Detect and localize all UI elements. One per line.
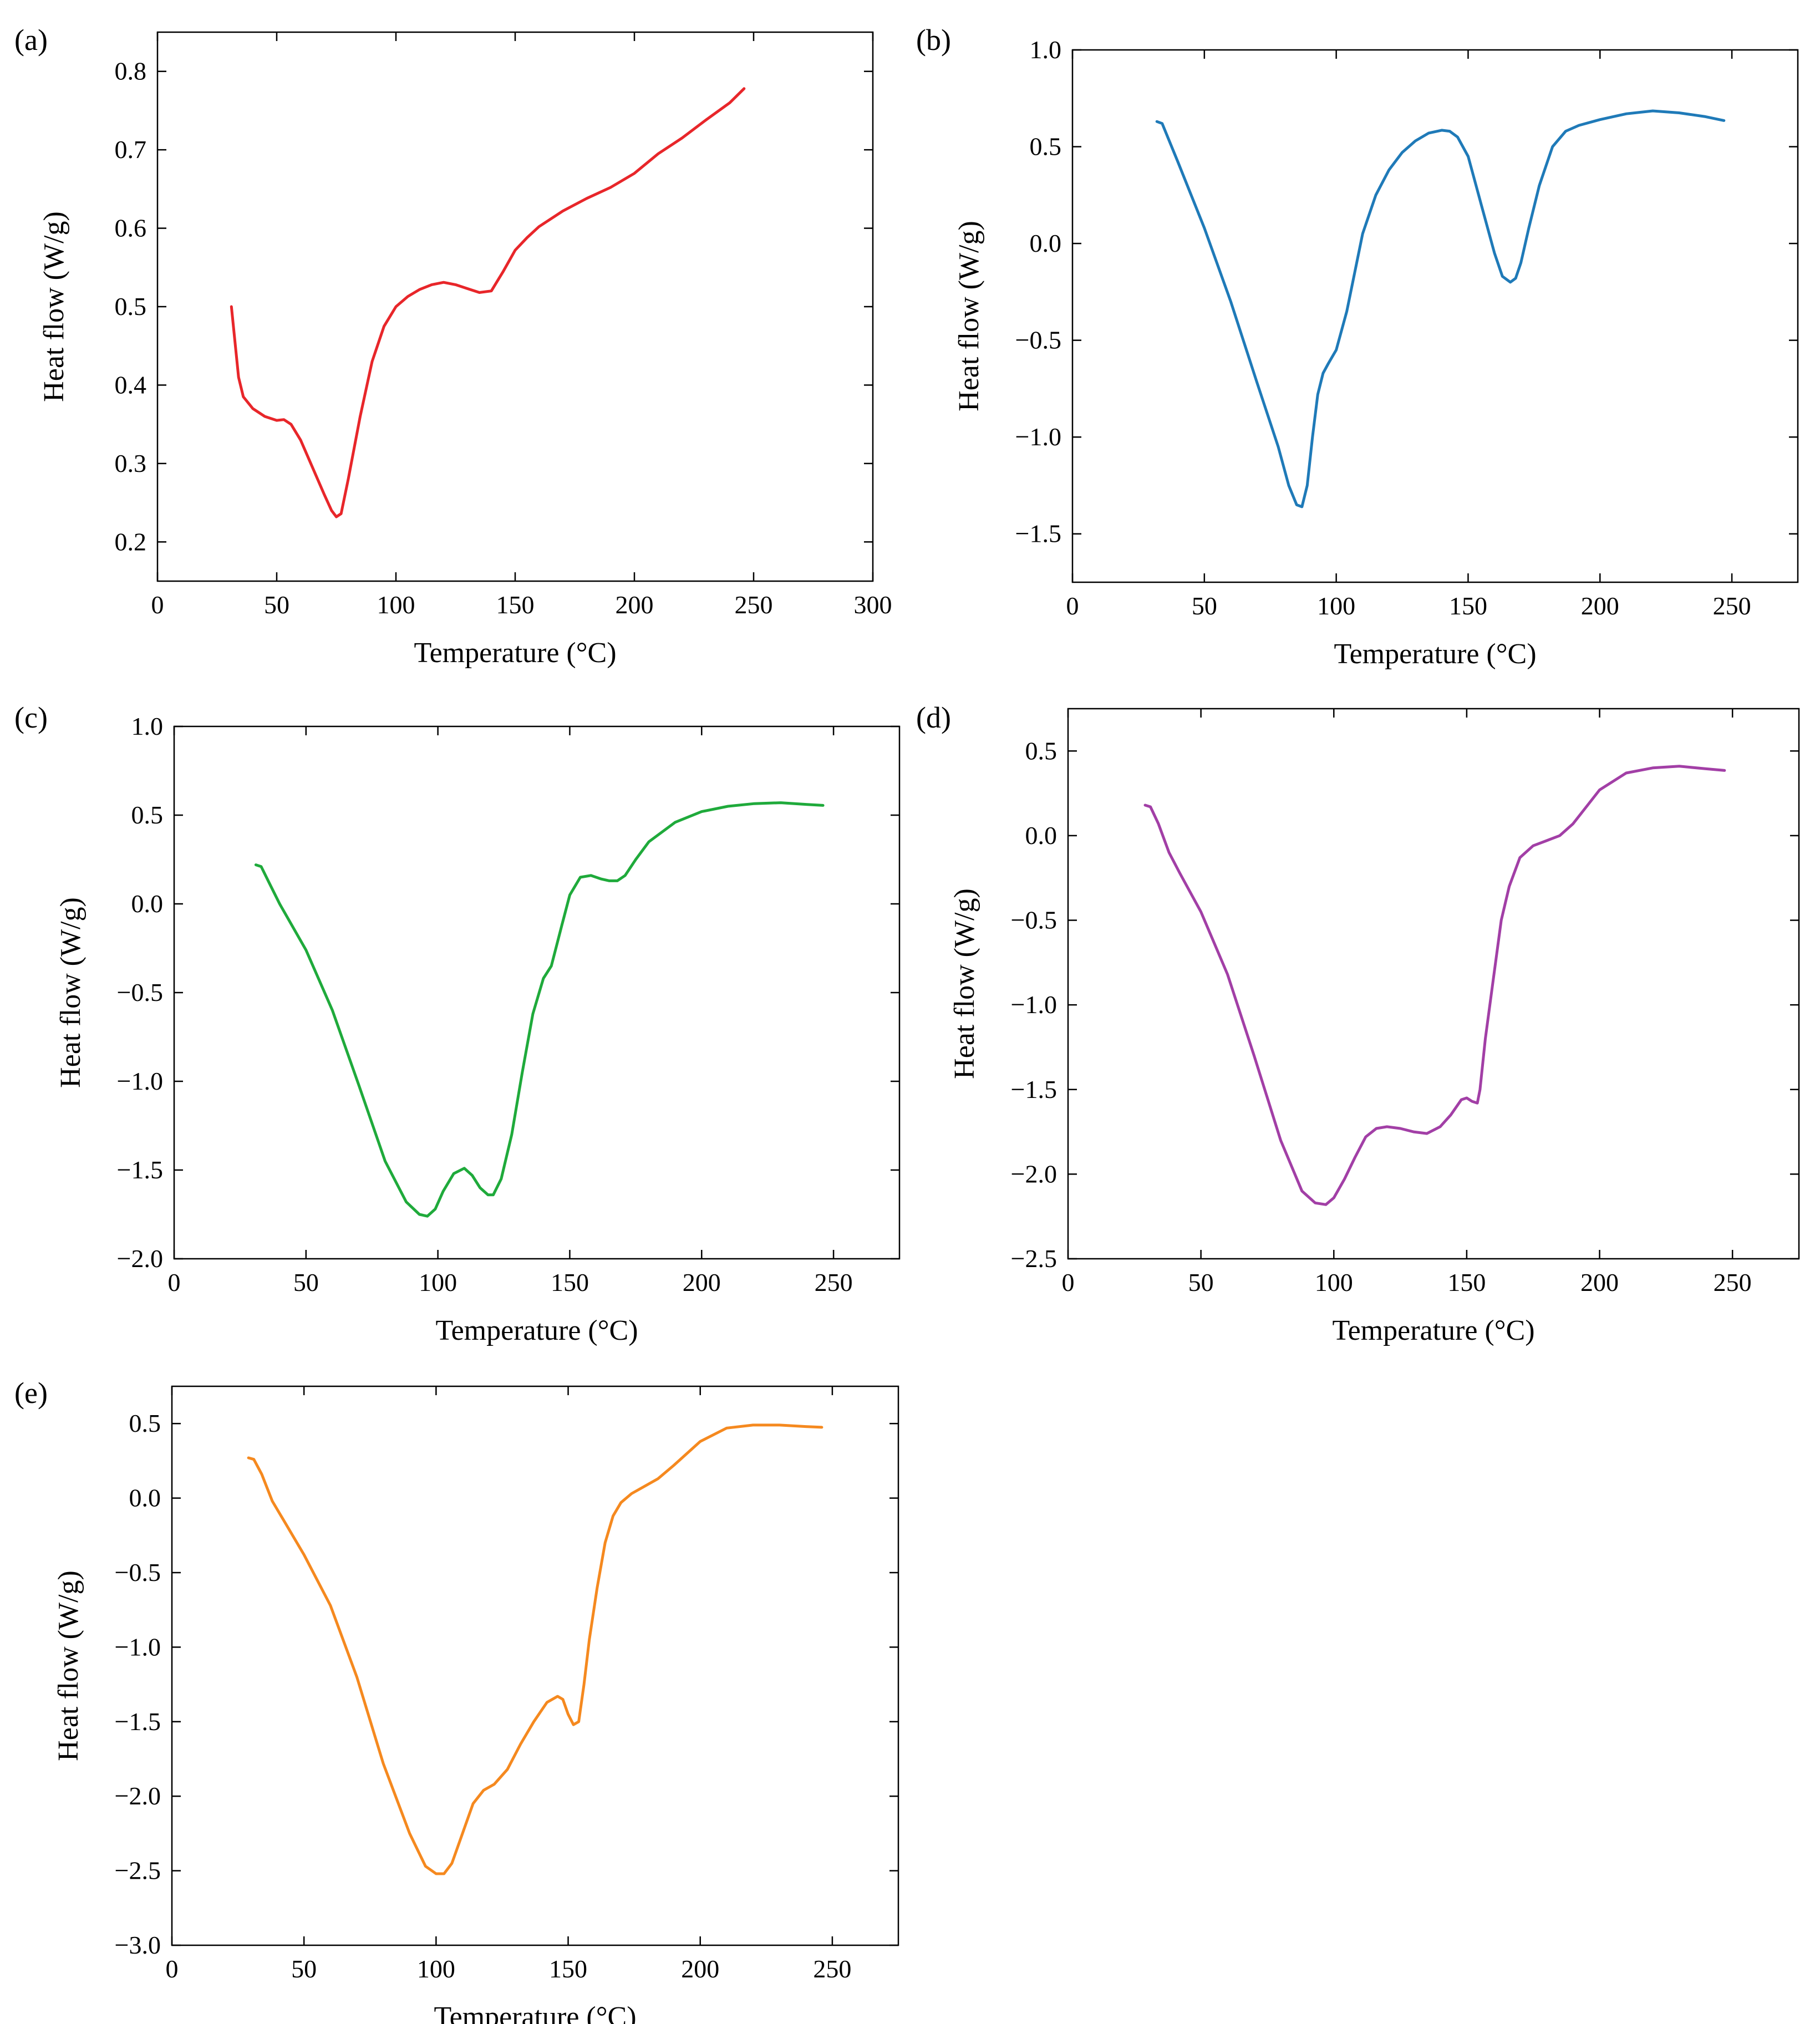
y-tick-label: 1.0 [1030,35,1062,64]
y-tick-label: 0.6 [115,214,147,242]
y-tick-label: 0.0 [1030,229,1062,257]
y-tick-label: −1.0 [115,1633,161,1661]
panel-label: (a) [14,23,48,57]
x-axis-title: Temperature (°C) [435,1315,638,1346]
x-tick-label: 100 [1315,1268,1353,1296]
series-line [247,1423,823,1875]
y-tick-label: 0.5 [131,801,164,829]
x-tick-label: 50 [1192,592,1217,620]
y-tick-label: 0.0 [129,1484,161,1512]
series-line [254,801,825,1218]
x-tick-label: 250 [813,1955,851,1983]
x-tick-label: 150 [549,1955,587,1983]
panel-label: (e) [14,1376,48,1410]
y-tick-label: −0.5 [1015,326,1061,354]
x-tick-label: 0 [166,1955,179,1983]
y-axis-title: Heat flow (W/g) [53,1570,84,1761]
y-tick-label: −1.0 [1011,990,1057,1019]
y-tick-label: −1.5 [117,1156,163,1184]
y-tick-label: −2.0 [1011,1160,1057,1188]
x-tick-label: 200 [1580,1268,1619,1296]
x-tick-label: 250 [1714,1268,1752,1296]
x-tick-label: 250 [1713,592,1751,620]
plot-frame [156,31,874,582]
panel-b: 0 50 100 150 200 250 −1.5 −1.0 −0.5 0.0 0.5 1.0 Temp… [916,23,1799,670]
series-line [230,87,746,518]
x-tick-label: 200 [683,1268,721,1296]
x-tick-label: 300 [854,591,892,619]
y-tick-label: 0.5 [1030,133,1062,161]
plot-frame [1067,708,1800,1260]
y-tick-label: −0.5 [115,1558,161,1586]
x-tick-label: 200 [1581,592,1619,620]
panel-e: 0 50 100 150 200 250 −3.0 −2.5 −2.0 −1.5 −1.0 −0.5 0… [14,1376,899,2024]
y-tick-label: −1.5 [1015,520,1061,548]
x-tick-label: 250 [735,591,773,619]
x-tick-label: 150 [496,591,535,619]
y-tick-label: 0.2 [115,527,147,556]
x-tick-label: 50 [1188,1268,1214,1296]
x-axis-title: Temperature (°C) [1332,1315,1534,1346]
x-tick-label: 50 [264,591,289,619]
x-tick-label: 100 [377,591,415,619]
plot-frame [1071,49,1799,583]
y-tick-label: −2.5 [115,1857,161,1885]
y-tick-label: 0.5 [129,1409,161,1437]
x-tick-label: 0 [1066,592,1079,620]
x-tick-label: 200 [616,591,654,619]
y-tick-label: −1.5 [1011,1075,1057,1103]
x-tick-label: 0 [1062,1268,1075,1296]
series-line [1155,109,1726,508]
x-tick-label: 250 [815,1268,853,1296]
x-tick-label: 50 [293,1268,319,1296]
y-tick-label: 0.0 [131,889,164,918]
y-tick-label: −1.0 [117,1067,163,1095]
y-tick-label: −1.0 [1015,423,1061,451]
plot-frame [173,725,901,1260]
x-tick-label: 50 [291,1955,317,1983]
y-tick-label: −2.5 [1011,1244,1057,1273]
y-axis-title: Heat flow (W/g) [38,211,70,402]
x-tick-label: 100 [419,1268,457,1296]
panel-label: (d) [916,701,951,734]
y-axis-title: Heat flow (W/g) [55,897,87,1088]
x-tick-label: 150 [551,1268,589,1296]
y-tick-label: 0.5 [115,292,147,321]
y-tick-label: −3.0 [115,1931,161,1959]
x-axis-title: Temperature (°C) [434,2001,636,2024]
panel-label: (b) [916,23,951,57]
y-tick-label: 0.5 [1025,736,1058,765]
x-axis-title: Temperature (°C) [1334,638,1536,670]
y-axis-title: Heat flow (W/g) [953,221,985,411]
panel-a: 0 50 100 150 200 250 300 0.2 0.3 0.4 0.5 0.6 0.7 0.8 T… [14,23,892,669]
y-tick-label: 0.0 [1025,821,1058,850]
y-tick-label: −2.0 [117,1244,163,1273]
x-tick-label: 150 [1447,1268,1486,1296]
x-tick-label: 150 [1449,592,1487,620]
y-tick-label: 0.3 [115,449,147,477]
y-axis-title: Heat flow (W/g) [949,888,980,1079]
y-tick-label: −1.5 [115,1707,161,1736]
x-tick-label: 100 [1317,592,1355,620]
y-tick-label: 0.8 [115,57,147,85]
y-tick-label: 0.7 [115,135,147,164]
x-tick-label: 100 [417,1955,455,1983]
panel-d: 0 50 100 150 200 250 −2.5 −2.0 −1.5 −1.0 −0.5 0.0 0.… [916,701,1800,1346]
x-tick-label: 0 [151,591,164,619]
chart-panels: 0 50 100 150 200 250 300 0.2 0.3 0.4 0.5 0.6 0.7 0.8 T… [14,23,1800,2024]
y-tick-label: −2.0 [115,1782,161,1810]
y-tick-label: −0.5 [1011,906,1057,934]
y-tick-label: 1.0 [131,712,164,740]
y-tick-label: −0.5 [117,978,163,1006]
series-line [1143,765,1726,1206]
panel-label: (c) [14,701,48,734]
panel-c: 0 50 100 150 200 250 −2.0 −1.5 −1.0 −0.5 0.0 0.5 1.0… [14,701,901,1346]
x-tick-label: 200 [681,1955,719,1983]
x-axis-title: Temperature (°C) [414,637,616,669]
y-tick-label: 0.4 [115,370,147,399]
x-tick-label: 0 [168,1268,181,1296]
plot-frame [171,1385,899,1946]
